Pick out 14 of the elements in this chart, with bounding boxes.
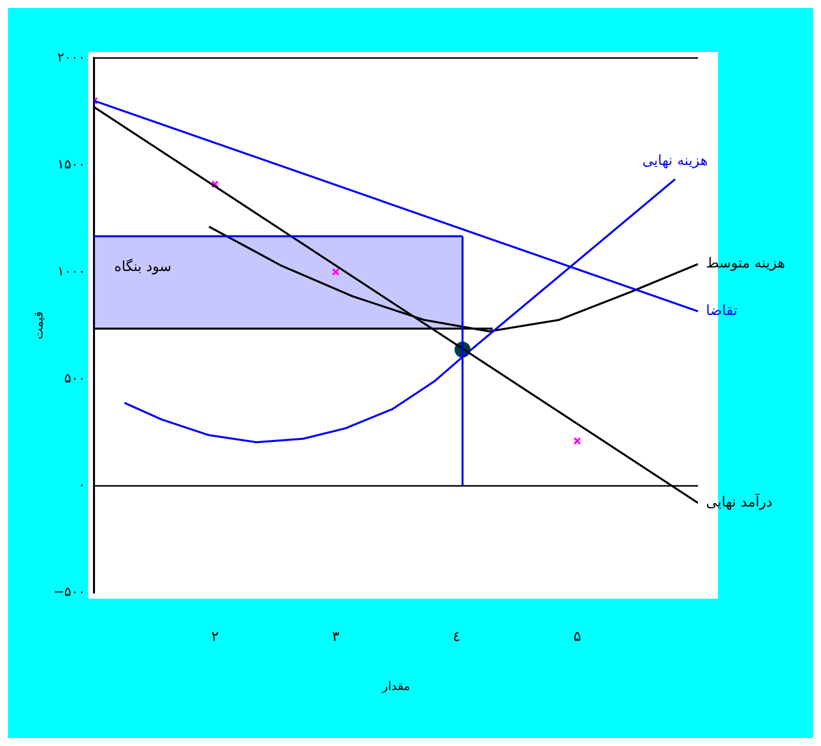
y-tick-label: ۱۰۰۰: [57, 264, 86, 280]
y-tick-label: ۵۰۰: [64, 371, 86, 386]
x-tick-label: ٤: [452, 628, 460, 645]
x-tick-label: ۳: [332, 628, 340, 645]
annotation: سود بنگاه: [114, 258, 172, 276]
x-tick-label: ۲: [211, 628, 219, 645]
x-tick-label: ۵: [573, 628, 582, 645]
y-tick-label: ۰: [78, 478, 86, 494]
series-label: هزینه نهایی: [642, 152, 708, 169]
x-axis-title: مقدار: [381, 678, 410, 693]
y-tick-label: ۲۰۰۰: [57, 50, 86, 66]
y-axis-title: قیمت: [31, 311, 46, 340]
y-tick-label: ۱۵۰۰: [57, 157, 86, 172]
y-tick-label: −۵۰۰: [53, 585, 86, 600]
